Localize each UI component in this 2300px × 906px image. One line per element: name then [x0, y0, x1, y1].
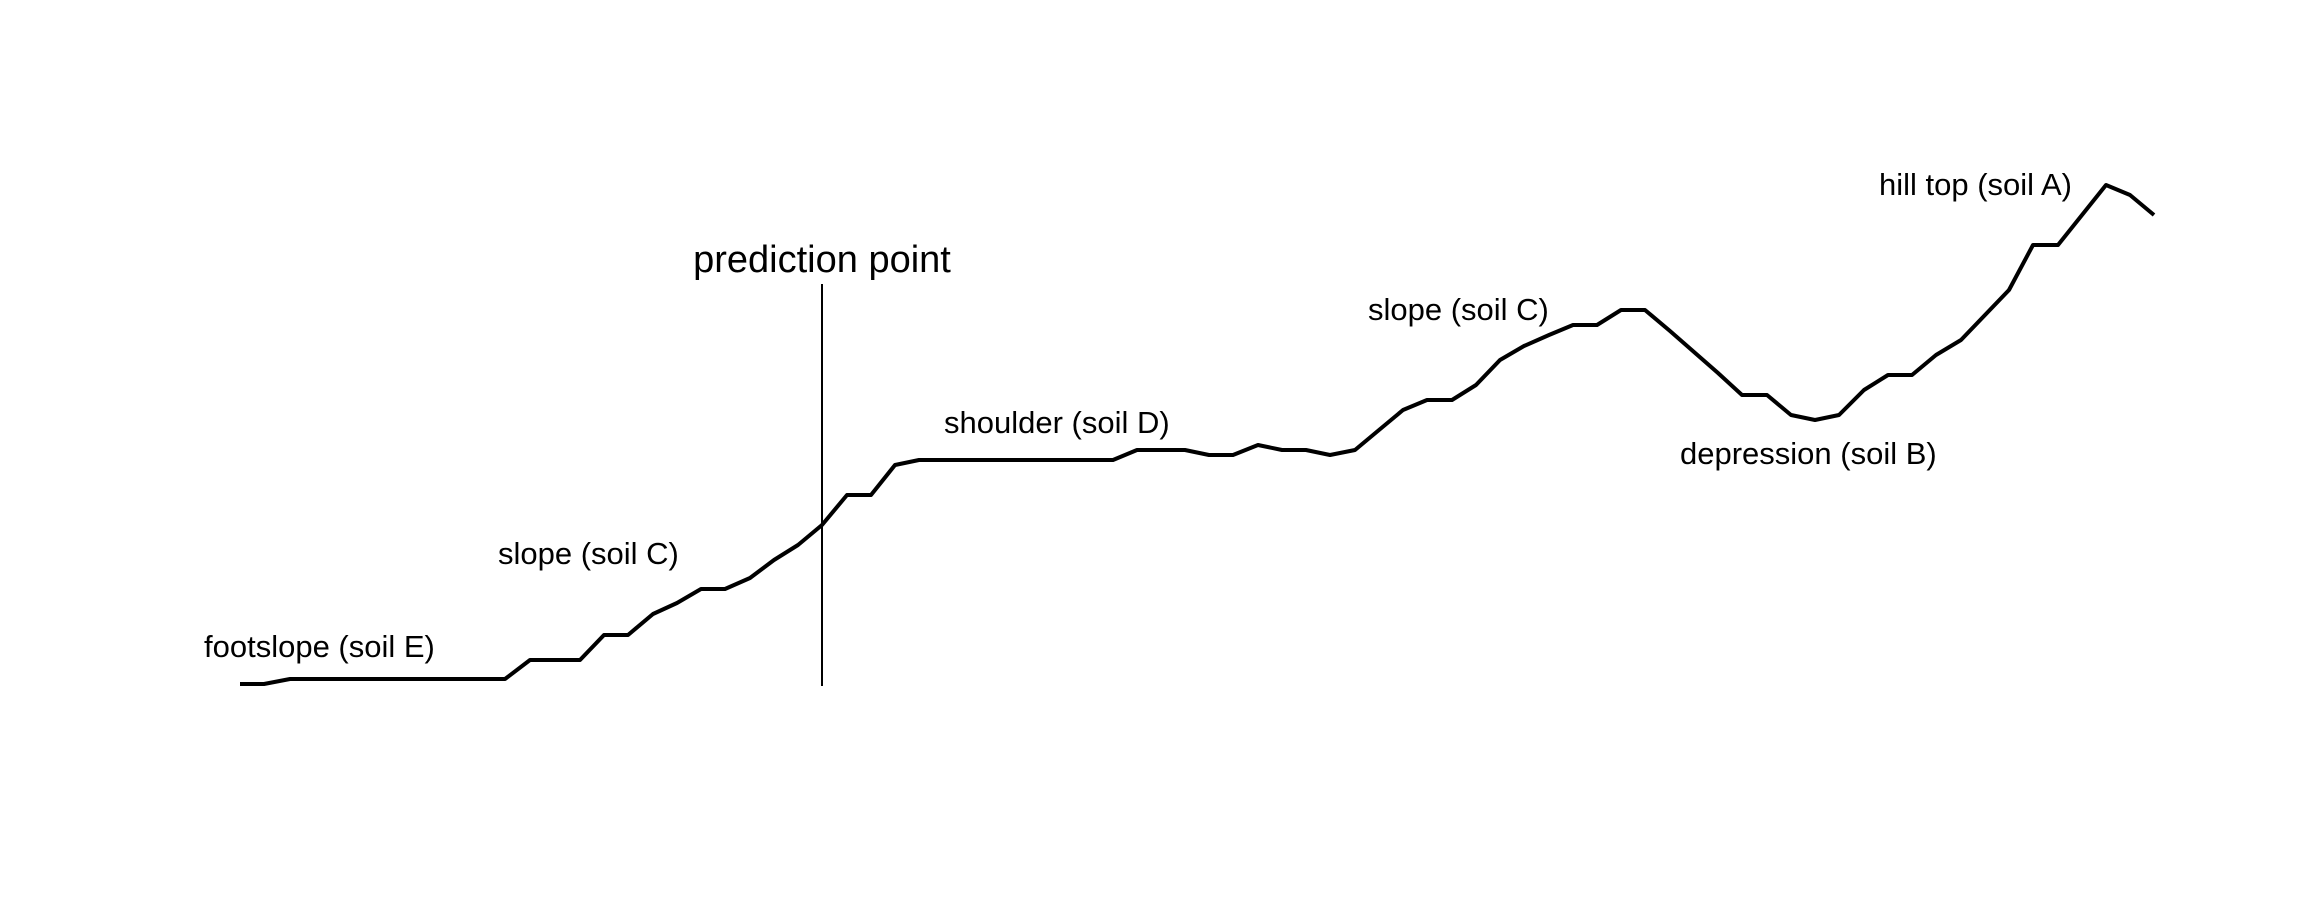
hill-top-label: hill top (soil A): [1879, 167, 2072, 202]
prediction-point-label: prediction point: [693, 239, 951, 281]
lower-slope-label: slope (soil C): [498, 536, 679, 571]
terrain-profile-line: [240, 183, 2156, 686]
shoulder-label: shoulder (soil D): [944, 405, 1170, 440]
footslope-label: footslope (soil E): [204, 629, 435, 664]
upper-slope-label: slope (soil C): [1368, 292, 1549, 327]
depression-label: depression (soil B): [1680, 436, 1937, 471]
